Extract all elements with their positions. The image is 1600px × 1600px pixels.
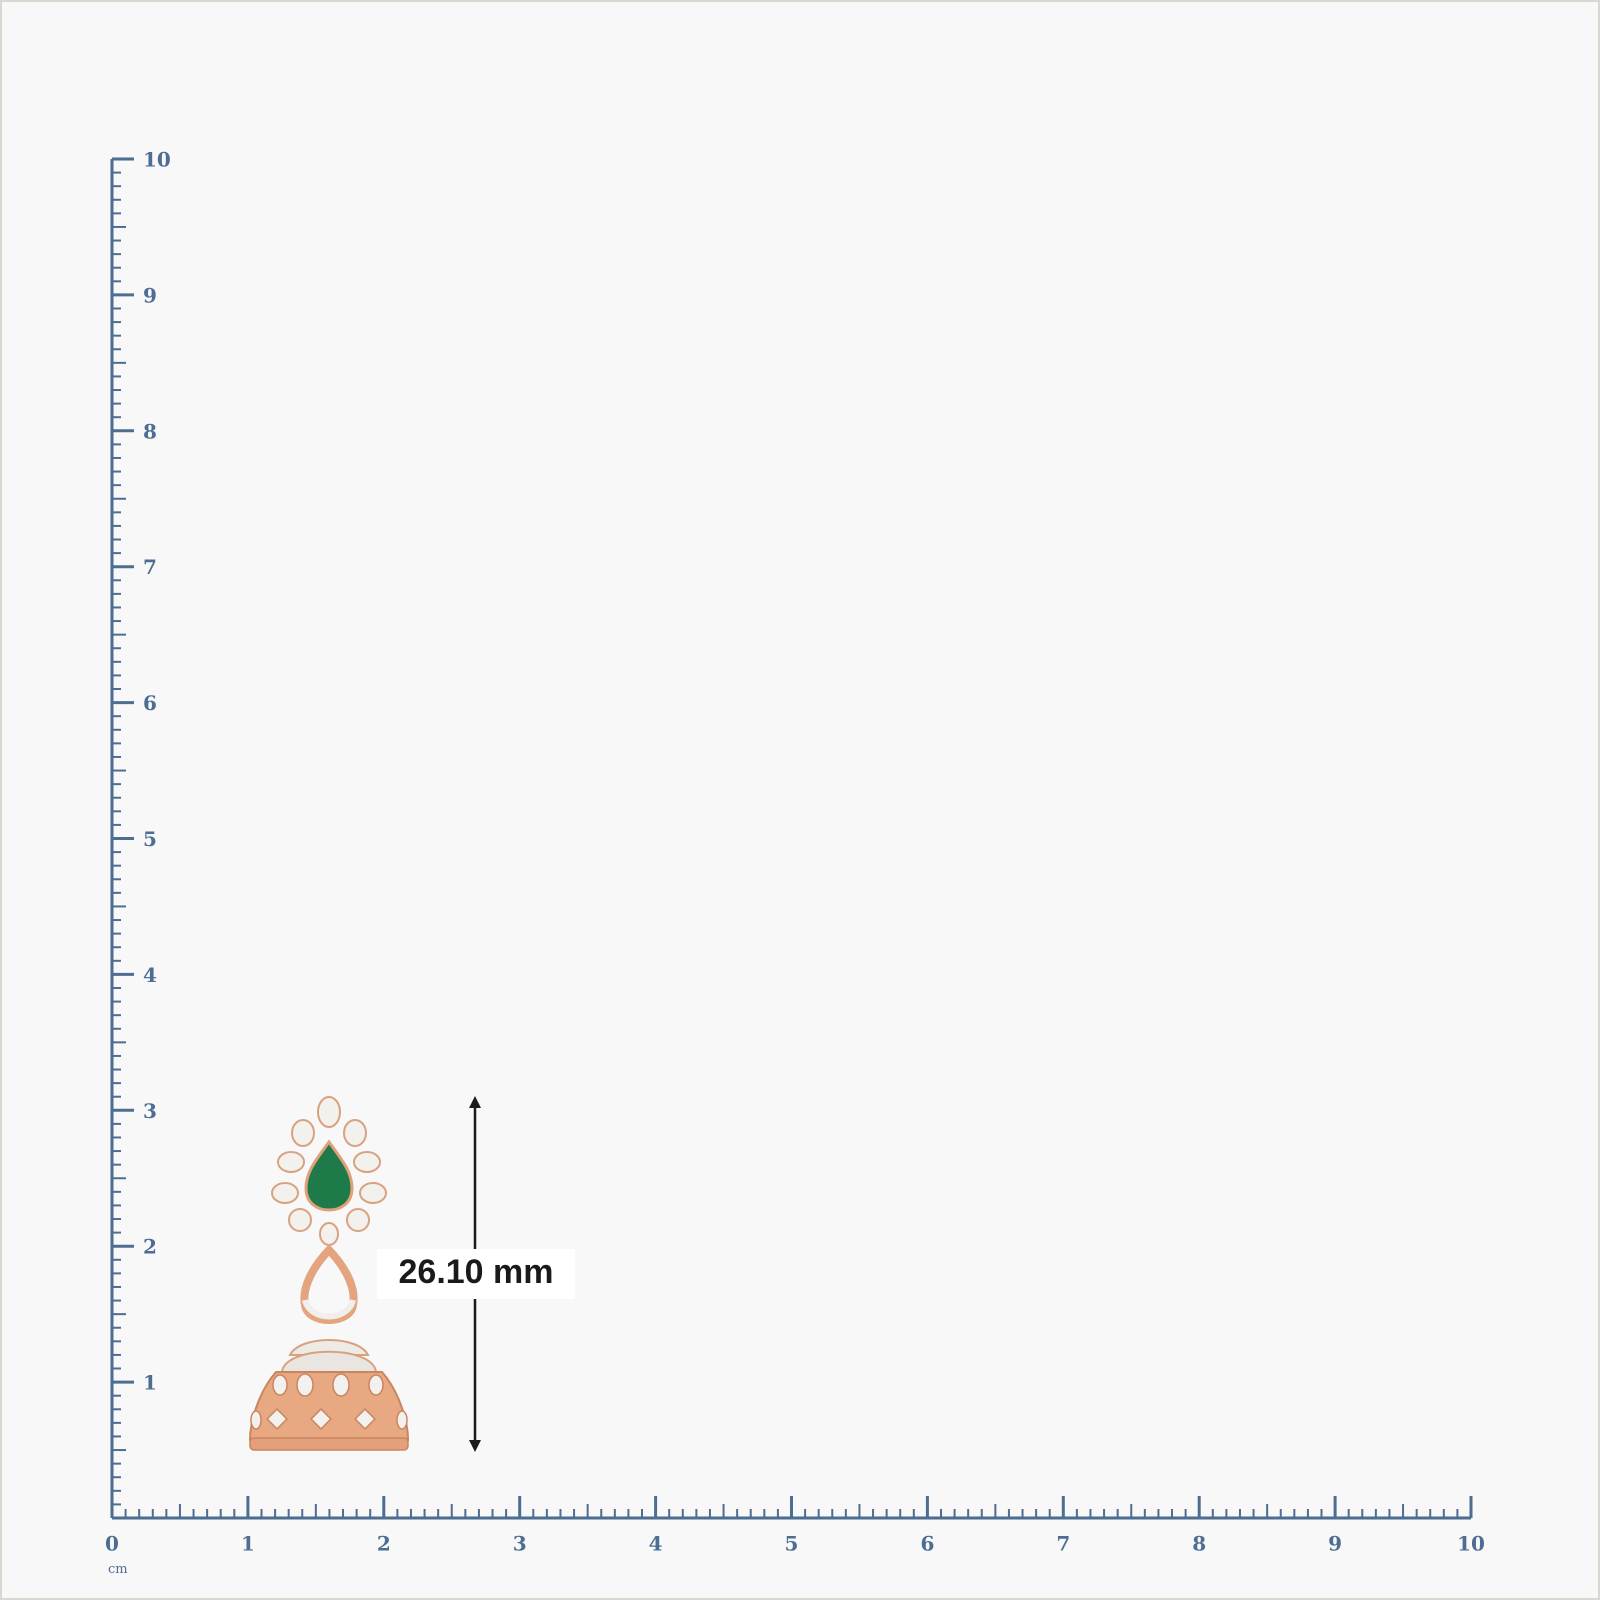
x-label: 8: [1192, 1532, 1206, 1556]
y-label: 7: [143, 555, 157, 579]
x-label: 1: [241, 1532, 255, 1556]
x-label: 3: [513, 1532, 527, 1556]
y-label: 3: [143, 1099, 157, 1123]
y-label: 4: [143, 963, 157, 987]
x-label: 5: [785, 1532, 799, 1556]
x-label: 6: [920, 1532, 934, 1556]
unit-label: cm: [108, 1562, 128, 1577]
x-label: 10: [1457, 1532, 1485, 1556]
ruler: 0 1 2 3 4 5 6 7 8 9 10 1 2 3 4 5 6 7 8 9 10: [105, 148, 1485, 1556]
x-label: 9: [1328, 1532, 1342, 1556]
y-label: 5: [143, 827, 157, 851]
x-label: 0: [105, 1532, 119, 1556]
y-label: 8: [143, 419, 157, 443]
x-label: 2: [377, 1532, 391, 1556]
measurement: 26.10 mm: [377, 1096, 575, 1452]
y-label: 1: [143, 1371, 157, 1395]
y-label: 10: [143, 148, 171, 172]
y-label: 6: [143, 691, 157, 715]
measurement-label: 26.10 mm: [399, 1253, 554, 1291]
y-label: 2: [143, 1235, 157, 1259]
earring: [248, 1096, 410, 1451]
y-label: 9: [143, 283, 157, 307]
x-label: 4: [649, 1532, 663, 1556]
x-label: 7: [1056, 1532, 1070, 1556]
